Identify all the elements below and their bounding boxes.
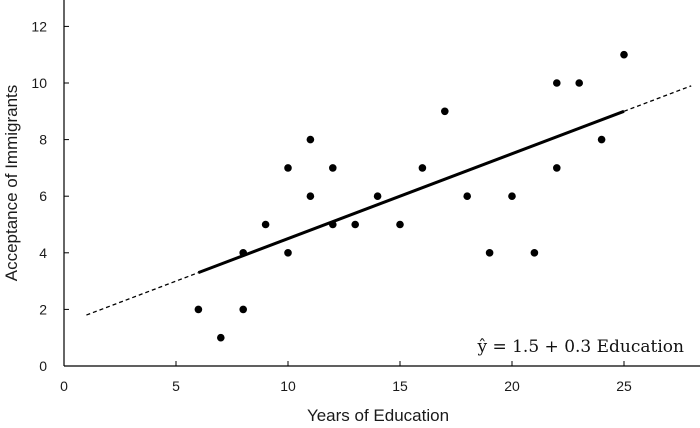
data-point <box>508 192 516 200</box>
y-tick-label: 8 <box>39 132 47 148</box>
x-axis-title: Years of Education <box>307 406 449 425</box>
regression-extension-left <box>86 272 199 316</box>
data-point <box>239 305 247 314</box>
data-point <box>553 79 561 87</box>
data-point <box>284 249 292 257</box>
regression-fit-line <box>197 109 625 275</box>
y-tick-label: 10 <box>31 75 47 91</box>
x-tick-label: 15 <box>392 378 408 394</box>
data-point <box>396 220 404 229</box>
data-point <box>329 220 337 229</box>
data-point <box>463 192 472 200</box>
x-tick-label: 0 <box>60 378 68 394</box>
x-tick-label: 10 <box>280 378 296 394</box>
y-tick-label: 6 <box>39 188 47 204</box>
ticks: 0 5 10 15 20 25 0 2 4 6 8 10 12 <box>31 18 632 394</box>
data-point <box>284 164 292 172</box>
x-tick-label: 25 <box>616 378 632 394</box>
x-tick-label: 20 <box>504 378 520 394</box>
regression-equation: ŷ = 1.5 + 0.3 Education <box>476 337 684 357</box>
data-point <box>194 305 203 314</box>
data-point <box>553 164 561 172</box>
data-point <box>597 135 606 144</box>
data-point <box>217 333 225 342</box>
data-point <box>306 135 315 144</box>
data-point <box>441 107 449 116</box>
regression-extension-right <box>623 85 692 112</box>
data-point <box>575 79 583 87</box>
data-points <box>194 50 628 342</box>
axes <box>63 0 700 367</box>
data-point <box>418 164 427 172</box>
data-point <box>329 164 337 172</box>
data-point <box>620 50 628 59</box>
data-point <box>261 220 270 229</box>
y-tick-label: 2 <box>39 301 47 317</box>
y-axis-title: Acceptance of Immigrants <box>2 85 21 282</box>
y-tick-label: 4 <box>39 245 47 261</box>
x-tick-label: 5 <box>172 378 180 394</box>
y-tick-label: 0 <box>39 358 47 374</box>
data-point <box>373 192 382 200</box>
data-point <box>530 249 539 257</box>
regression-line <box>86 85 692 316</box>
data-point <box>351 220 360 229</box>
y-tick-label: 12 <box>31 18 47 34</box>
data-point <box>485 249 494 257</box>
data-point <box>306 192 315 200</box>
data-point <box>239 249 247 257</box>
